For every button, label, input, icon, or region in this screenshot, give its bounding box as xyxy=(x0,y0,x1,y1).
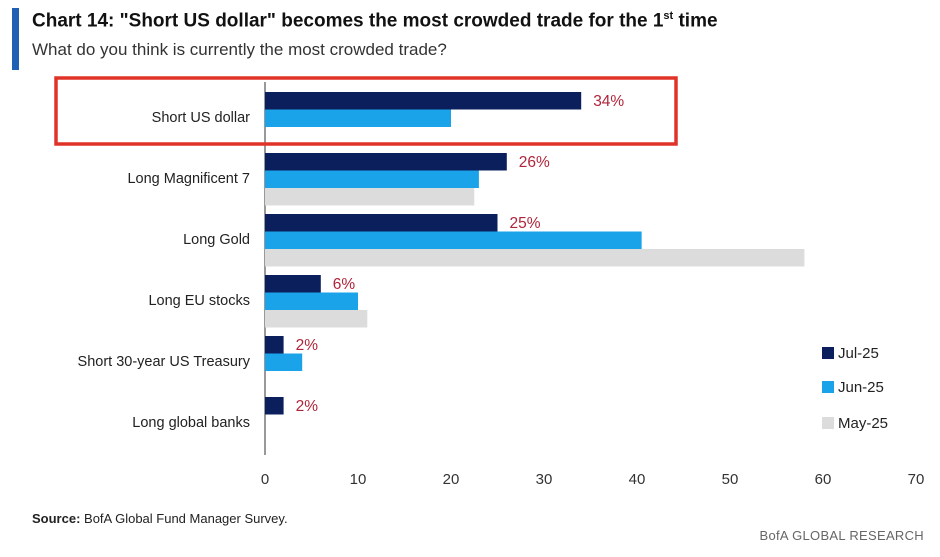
brand-label: BofA GLOBAL RESEARCH xyxy=(759,528,924,543)
legend-label-jul: Jul-25 xyxy=(838,345,879,362)
x-tick-label: 0 xyxy=(261,471,269,488)
data-label: 2% xyxy=(296,337,319,354)
x-tick-label: 50 xyxy=(722,471,739,488)
bar-may xyxy=(265,310,368,328)
x-tick-label: 30 xyxy=(536,471,553,488)
bar-may xyxy=(265,249,805,267)
x-tick-label: 70 xyxy=(908,471,925,488)
title-accent-bar xyxy=(12,8,19,70)
data-label: 26% xyxy=(519,154,550,171)
category-label: Short 30-year US Treasury xyxy=(78,354,251,370)
bar-jun xyxy=(265,231,642,249)
legend-swatch-may xyxy=(822,417,834,429)
bar-jul xyxy=(265,214,498,232)
data-label: 2% xyxy=(296,398,319,415)
x-tick-label: 10 xyxy=(350,471,367,488)
x-tick-label: 20 xyxy=(443,471,460,488)
bar-jul xyxy=(265,336,284,354)
bar-jun xyxy=(265,353,303,371)
category-label: Long Gold xyxy=(183,232,250,248)
legend-label-may: May-25 xyxy=(838,415,888,432)
bar-jul xyxy=(265,92,582,110)
bar-jul xyxy=(265,275,321,293)
legend-label-jun: Jun-25 xyxy=(838,379,884,396)
bar-jun xyxy=(265,109,451,127)
category-label: Long Magnificent 7 xyxy=(127,171,250,187)
bar-jul xyxy=(265,397,284,415)
category-label: Long EU stocks xyxy=(148,293,250,309)
x-tick-label: 60 xyxy=(815,471,832,488)
category-label: Short US dollar xyxy=(152,110,250,126)
legend-swatch-jul xyxy=(822,347,834,359)
chart-subtitle: What do you think is currently the most … xyxy=(32,40,447,59)
data-label: 34% xyxy=(593,93,624,110)
highlight-box xyxy=(54,76,678,146)
x-tick-label: 40 xyxy=(629,471,646,488)
category-label: Long global banks xyxy=(132,415,250,431)
bar-may xyxy=(265,188,475,206)
chart-title: Chart 14: "Short US dollar" becomes the … xyxy=(32,10,718,32)
bar-jun xyxy=(265,170,479,188)
source-note: Source: BofA Global Fund Manager Survey. xyxy=(32,511,288,526)
bar-jul xyxy=(265,153,507,171)
data-label: 6% xyxy=(333,276,356,293)
legend-swatch-jun xyxy=(822,381,834,393)
data-label: 25% xyxy=(510,215,541,232)
bar-chart: Short US dollar 34% Long Magnificent 7 26% L… xyxy=(54,76,925,488)
bar-jun xyxy=(265,292,358,310)
